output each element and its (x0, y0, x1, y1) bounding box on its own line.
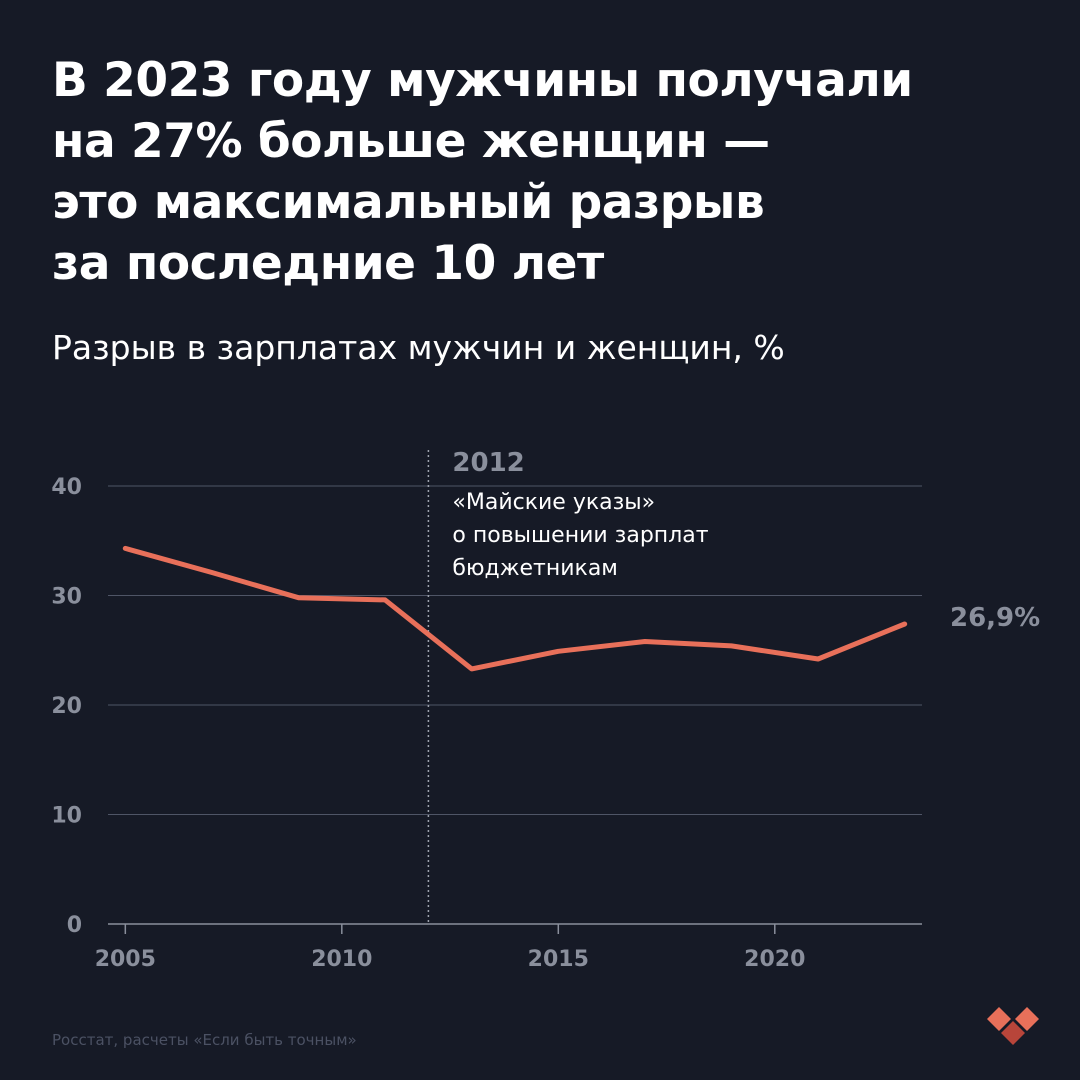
y-tick-label: 40 (51, 475, 82, 500)
chart-subtitle: Разрыв в зарплатах мужчин и женщин, % (52, 328, 785, 367)
headline-line-2: на 27% больше женщин — (52, 114, 770, 169)
axis-labels: 0 10 20 30 40 2005 2010 2015 2020 (51, 475, 805, 972)
annotation-text-line-1: «Майские указы» (452, 490, 655, 515)
headline-line-4: за последние 10 лет (52, 236, 604, 291)
x-tick-label: 2015 (528, 947, 589, 972)
y-tick-label: 10 (51, 804, 82, 829)
headline-line-3: это максимальный разрыв (52, 175, 765, 230)
source-note: Росстат, расчеты «Если быть точным» (52, 1031, 357, 1049)
headline: В 2023 году мужчины получали на 27% боль… (52, 50, 1012, 294)
y-tick-label: 30 (51, 585, 82, 610)
headline-line-1: В 2023 году мужчины получали (52, 53, 913, 108)
x-tick-label: 2005 (95, 947, 156, 972)
annotation-year: 2012 (452, 448, 524, 478)
grid-lines (108, 485, 922, 925)
y-tick-label: 20 (51, 694, 82, 719)
annotation-text-line-3: бюджетникам (452, 556, 618, 581)
series-line-1 (122, 545, 908, 672)
end-value-label: 26,9% (950, 603, 1040, 633)
brand-logo-icon (987, 1007, 1039, 1045)
x-tick-label: 2010 (311, 947, 372, 972)
y-tick-label: 0 (67, 913, 82, 938)
annotation-2012: 2012 «Майские указы» о повышении зарплат бю… (427, 448, 709, 924)
x-tick-label: 2020 (744, 947, 805, 972)
series-layer: 26,9% (122, 545, 1040, 672)
annotation-text-line-2: о повышении зарплат (452, 523, 708, 548)
